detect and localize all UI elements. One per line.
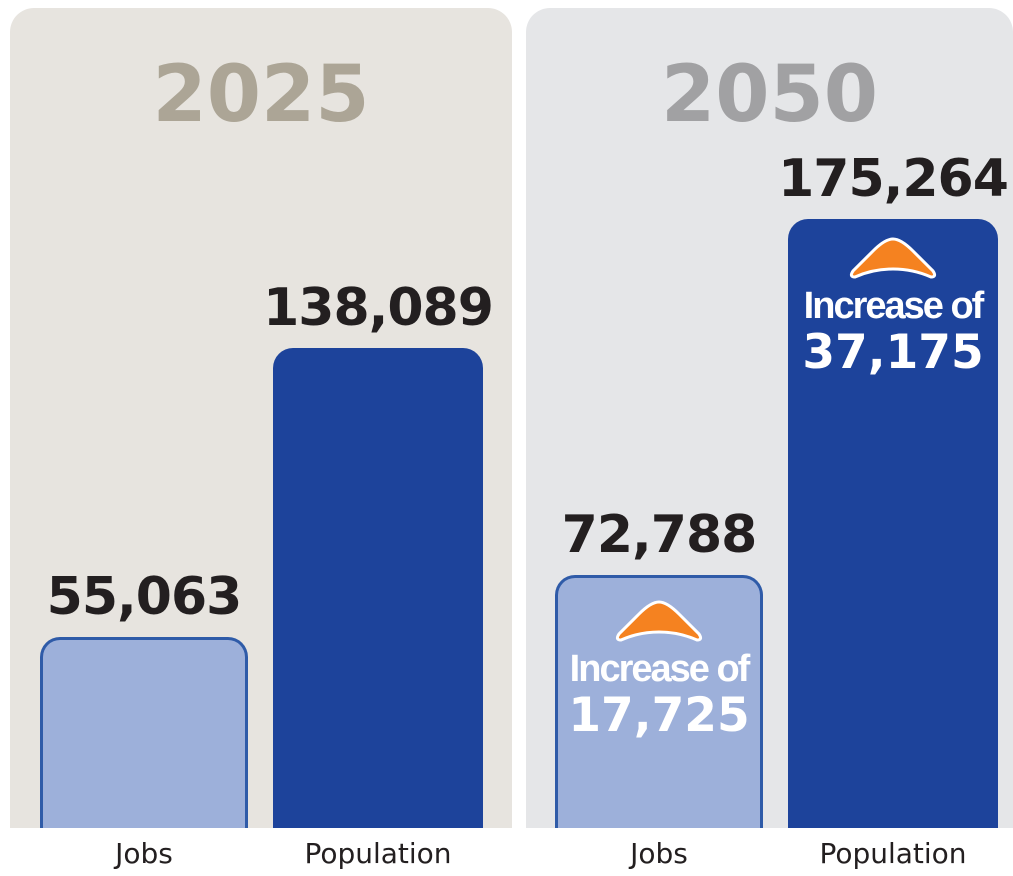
- value-label-2050-population: 175,264: [778, 149, 1009, 209]
- increase-label-population: Increase of: [803, 285, 985, 327]
- increase-label-jobs: Increase of: [569, 648, 751, 690]
- bar-2050-jobs: Increase of 17,725: [555, 575, 763, 828]
- increase-callout-population: Increase of 37,175: [788, 235, 998, 376]
- value-label-2025-jobs: 55,063: [46, 567, 243, 627]
- increase-value-jobs: 17,725: [568, 688, 750, 743]
- chart-title-2050: 2050: [660, 50, 879, 140]
- value-label-2050-jobs: 72,788: [561, 505, 758, 565]
- orange-up-arrow-icon: [615, 600, 703, 642]
- category-label-2050-jobs: Jobs: [630, 837, 688, 870]
- increase-value-population: 37,175: [802, 325, 984, 380]
- category-label-2025-jobs: Jobs: [115, 837, 173, 870]
- increase-callout-jobs: Increase of 17,725: [558, 598, 760, 739]
- bar-2025-population: [273, 348, 483, 828]
- category-label-2050-population: Population: [819, 837, 967, 870]
- chart-title-2025: 2025: [152, 50, 370, 140]
- value-label-2025-population: 138,089: [263, 278, 494, 338]
- bar-2025-jobs: [40, 637, 248, 828]
- orange-up-arrow-icon: [849, 237, 937, 279]
- bar-2050-population: Increase of 37,175: [788, 219, 998, 828]
- category-label-2025-population: Population: [304, 837, 452, 870]
